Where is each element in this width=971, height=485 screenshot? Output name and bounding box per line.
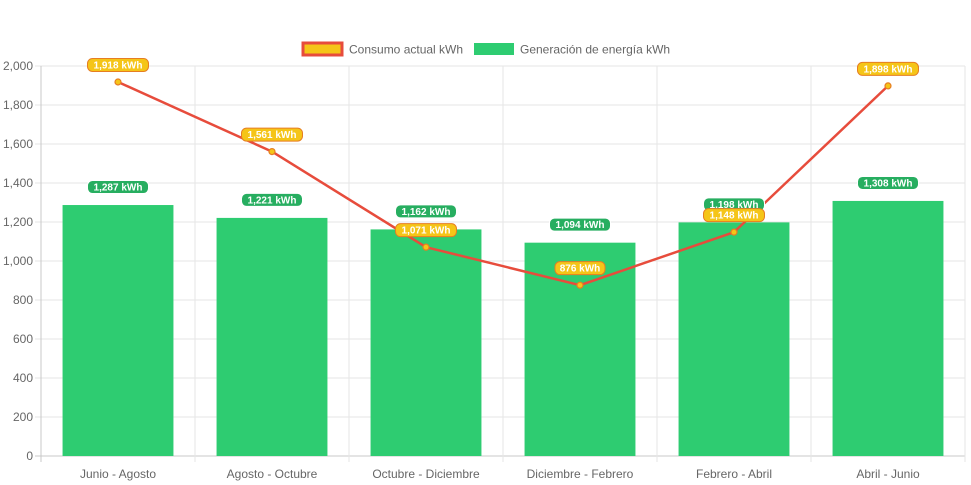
- y-tick-label: 1,400: [3, 176, 33, 190]
- bar-data-label-text: 1,094 kWh: [556, 220, 605, 231]
- legend-item-consumo[interactable]: Consumo actual kWh: [301, 41, 463, 57]
- line-data-label: 1,561 kWh: [241, 127, 303, 142]
- line-data-label-box: [554, 261, 606, 276]
- bar-data-label-box: [395, 204, 457, 219]
- line-data-label-text: 1,918 kWh: [94, 60, 143, 71]
- bar-data-label-text: 1,287 kWh: [94, 183, 143, 194]
- bar-data-label-text: 1,198 kWh: [710, 200, 759, 211]
- bar-data-label-box: [857, 175, 919, 190]
- legend-label-consumo: Consumo actual kWh: [349, 43, 463, 57]
- bar-data-label-text: 1,308 kWh: [864, 178, 913, 189]
- legend-swatch-generacion: [474, 43, 514, 55]
- bar-data-label-text: 1,162 kWh: [402, 207, 451, 218]
- bar-series: [62, 200, 944, 456]
- line-data-label-box: [241, 127, 303, 142]
- x-tick-label: Junio - Agosto: [80, 467, 156, 481]
- x-tick-label: Abril - Junio: [856, 467, 920, 481]
- legend-item-generacion[interactable]: Generación de energía kWh: [474, 43, 670, 57]
- line-data-label-box: [395, 223, 457, 238]
- line-point[interactable]: [114, 78, 122, 86]
- line-data-label-box: [87, 57, 149, 72]
- y-tick-label: 600: [13, 332, 33, 346]
- bar-data-label: 1,094 kWh: [549, 217, 611, 232]
- y-tick-label: 0: [26, 449, 33, 463]
- x-tick-label: Febrero - Abril: [696, 467, 772, 481]
- line-data-label-text: 876 kWh: [560, 264, 601, 275]
- grid: [35, 65, 966, 462]
- bar-data-label-box: [549, 217, 611, 232]
- bar[interactable]: [832, 200, 944, 456]
- bar[interactable]: [370, 229, 482, 456]
- bar-data-label: 1,287 kWh: [87, 180, 149, 195]
- line-data-label-text: 1,148 kWh: [710, 211, 759, 222]
- legend-swatch-consumo: [301, 41, 344, 57]
- y-tick-label: 1,800: [3, 98, 33, 112]
- bar-data-label: 1,221 kWh: [241, 192, 303, 207]
- line-data-label: 1,918 kWh: [87, 57, 149, 72]
- line-point[interactable]: [268, 148, 276, 156]
- y-tick-label: 800: [13, 293, 33, 307]
- bar[interactable]: [216, 217, 328, 456]
- y-tick-label: 1,200: [3, 215, 33, 229]
- line-data-label: 1,898 kWh: [857, 61, 919, 76]
- line-data-label-text: 1,561 kWh: [248, 130, 297, 141]
- bar[interactable]: [524, 242, 636, 456]
- bar[interactable]: [62, 205, 174, 456]
- y-axis-ticks: 0 200 400 600 800 1,000 1,200 1,400 1,600 1,800 2,…: [3, 59, 33, 463]
- line-data-label-text: 1,898 kWh: [864, 64, 913, 75]
- line-data-label-text: 1,071 kWh: [402, 226, 451, 237]
- x-tick-label: Diciembre - Febrero: [527, 467, 634, 481]
- line-data-label: 876 kWh: [554, 261, 606, 276]
- x-axis-ticks: Junio - Agosto Agosto - Octubre Octubre - …: [80, 467, 920, 481]
- line-data-label: 1,148 kWh: [703, 208, 765, 223]
- bar-data-label-text: 1,221 kWh: [248, 195, 297, 206]
- line-data-label-box: [703, 208, 765, 223]
- x-tick-label: Agosto - Octubre: [227, 467, 318, 481]
- bar[interactable]: [678, 222, 790, 456]
- y-tick-label: 2,000: [3, 59, 33, 73]
- line-point[interactable]: [422, 243, 430, 251]
- bar-data-label: 1,162 kWh: [395, 204, 457, 219]
- bar-data-label-box: [87, 180, 149, 195]
- line-point[interactable]: [730, 228, 738, 236]
- legend: Consumo actual kWh Generación de energía…: [301, 41, 670, 57]
- y-tick-label: 1,000: [3, 254, 33, 268]
- line-data-label: 1,071 kWh: [395, 223, 457, 238]
- x-tick-label: Octubre - Diciembre: [372, 467, 480, 481]
- legend-label-generacion: Generación de energía kWh: [520, 43, 670, 57]
- data-labels: 1,287 kWh 1,221 kWh 1,162 kWh 1,094 kWh 1,19…: [87, 57, 919, 276]
- line-point[interactable]: [576, 281, 584, 289]
- bar-data-label-box: [241, 192, 303, 207]
- y-tick-label: 400: [13, 371, 33, 385]
- line-data-label-box: [857, 61, 919, 76]
- y-tick-label: 200: [13, 410, 33, 424]
- line-point[interactable]: [884, 82, 892, 90]
- y-tick-label: 1,600: [3, 137, 33, 151]
- bar-data-label: 1,308 kWh: [857, 175, 919, 190]
